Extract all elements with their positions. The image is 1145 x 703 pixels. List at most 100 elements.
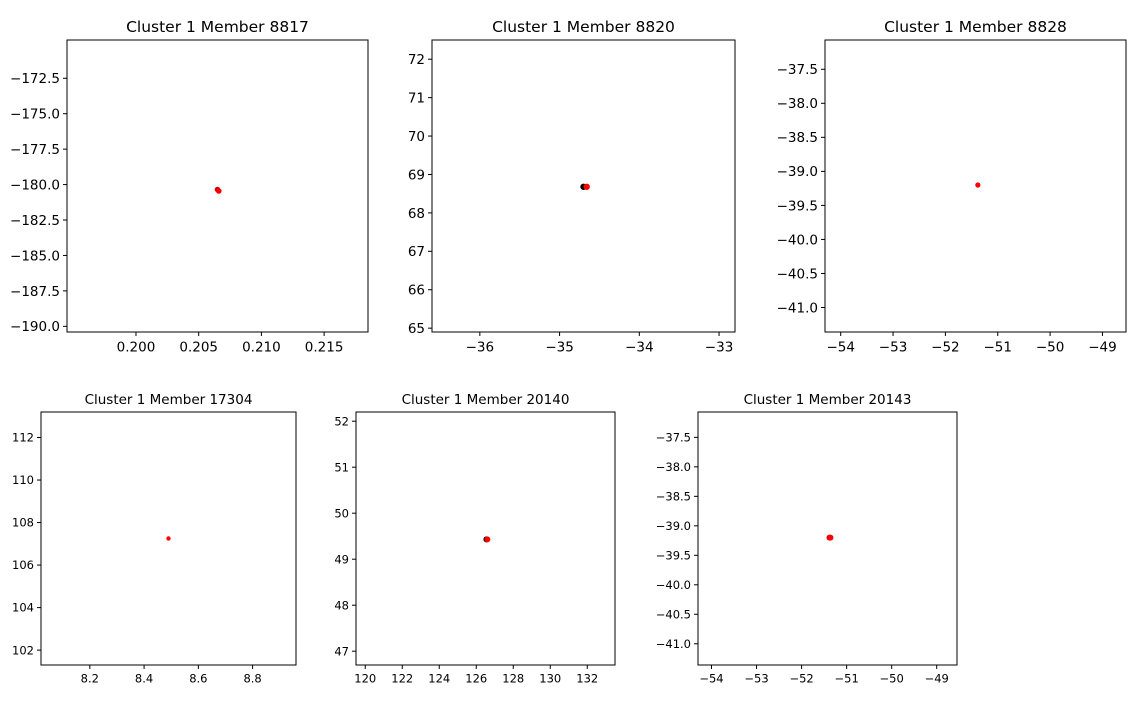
y-tick-label: −39.5 bbox=[777, 198, 818, 214]
x-tick-label: −54 bbox=[826, 340, 855, 356]
x-tick-label: 128 bbox=[502, 672, 524, 686]
y-tick-label: 47 bbox=[334, 644, 349, 658]
y-tick-label: 108 bbox=[12, 516, 34, 530]
x-tick-label: 8.2 bbox=[81, 672, 99, 686]
y-tick-label: 65 bbox=[408, 321, 425, 337]
data-point bbox=[484, 536, 491, 543]
y-tick-label: 50 bbox=[334, 506, 349, 520]
data-point bbox=[215, 188, 222, 194]
y-tick-label: −175.0 bbox=[10, 107, 60, 123]
x-tick-label: 124 bbox=[428, 672, 450, 686]
y-tick-label: 70 bbox=[408, 129, 425, 145]
x-tick-label: −52 bbox=[931, 340, 960, 356]
y-tick-label: −38.0 bbox=[777, 96, 818, 112]
subplot-1: Cluster 1 Member 8817 0.200 0.205 0.210 0.21… bbox=[10, 18, 369, 356]
x-tick-label: 122 bbox=[391, 672, 413, 686]
y-tick-label: −39.0 bbox=[777, 164, 818, 180]
x-tick-label: −51 bbox=[835, 672, 859, 686]
y-tick-label: 68 bbox=[408, 206, 425, 222]
axes-frame bbox=[431, 39, 736, 333]
y-tick-label: 48 bbox=[334, 598, 349, 612]
data-point bbox=[827, 534, 834, 541]
subplot-title: Cluster 1 Member 20143 bbox=[744, 392, 912, 408]
subplot-5: Cluster 1 Member 20140 120 122 124 126 128 130… bbox=[334, 392, 616, 686]
x-tick-label: 8.4 bbox=[135, 672, 153, 686]
subplot-6: Cluster 1 Member 20143 −54 −53 −52 −51 −50 −49… bbox=[656, 392, 958, 686]
y-tick-label: −187.5 bbox=[10, 284, 60, 300]
y-tick-label: 66 bbox=[408, 283, 425, 299]
y-tick-label: 72 bbox=[408, 52, 425, 68]
y-tick-label: −177.5 bbox=[10, 142, 60, 158]
subplot-title: Cluster 1 Member 8817 bbox=[126, 18, 309, 36]
y-tick-label: 106 bbox=[12, 558, 34, 572]
y-tick-label: −38.5 bbox=[656, 489, 691, 503]
x-tick-label: 0.210 bbox=[242, 340, 281, 356]
subplot-title: Cluster 1 Member 17304 bbox=[85, 392, 253, 408]
x-tick-label: 130 bbox=[539, 672, 561, 686]
y-tick-label: 112 bbox=[12, 431, 34, 445]
y-tick-label: −38.5 bbox=[777, 130, 818, 146]
axes-frame bbox=[824, 39, 1127, 333]
y-tick-label: −40.0 bbox=[777, 232, 818, 248]
y-tick-label: 52 bbox=[334, 414, 349, 428]
axes-frame bbox=[697, 411, 958, 666]
x-tick-label: −34 bbox=[625, 340, 654, 356]
y-tick-label: −39.5 bbox=[656, 548, 691, 562]
data-point bbox=[166, 536, 171, 541]
x-tick-label: −50 bbox=[880, 672, 904, 686]
y-tick-label: 104 bbox=[12, 601, 34, 615]
y-tick-label: 67 bbox=[408, 244, 425, 260]
axes-frame bbox=[355, 411, 616, 666]
subplot-title: Cluster 1 Member 8828 bbox=[884, 18, 1067, 36]
x-tick-label: 0.205 bbox=[179, 340, 218, 356]
x-tick-label: −49 bbox=[925, 672, 949, 686]
x-tick-label: −35 bbox=[545, 340, 574, 356]
y-tick-label: 49 bbox=[334, 552, 349, 566]
axes-frame bbox=[66, 39, 369, 333]
x-tick-label: −49 bbox=[1088, 340, 1117, 356]
y-tick-label: −41.0 bbox=[656, 637, 691, 651]
y-tick-label: −37.5 bbox=[656, 430, 691, 444]
x-tick-label: −36 bbox=[466, 340, 495, 356]
y-tick-label: 110 bbox=[12, 473, 34, 487]
y-tick-label: −190.0 bbox=[10, 319, 60, 335]
x-tick-label: 8.8 bbox=[243, 672, 261, 686]
x-tick-label: 132 bbox=[576, 672, 598, 686]
axes-frame bbox=[40, 411, 297, 666]
y-tick-label: −37.5 bbox=[777, 62, 818, 78]
y-tick-label: 51 bbox=[334, 460, 349, 474]
y-tick-label: 102 bbox=[12, 643, 34, 657]
x-tick-label: 0.200 bbox=[117, 340, 156, 356]
x-tick-label: −51 bbox=[983, 340, 1012, 356]
subplot-2: Cluster 1 Member 8820 −36 −35 −34 −33 65 66 67 6… bbox=[408, 18, 736, 356]
x-tick-label: 8.6 bbox=[189, 672, 207, 686]
x-tick-label: 126 bbox=[465, 672, 487, 686]
y-tick-label: −41.0 bbox=[777, 300, 818, 316]
subplot-3: Cluster 1 Member 8828 −54 −53 −52 −51 −50 −49 −… bbox=[777, 18, 1127, 356]
y-tick-label: −180.0 bbox=[10, 177, 60, 193]
data-point bbox=[975, 182, 981, 188]
y-tick-label: 69 bbox=[408, 167, 425, 183]
subplot-title: Cluster 1 Member 8820 bbox=[492, 18, 675, 36]
y-tick-label: 71 bbox=[408, 90, 425, 106]
x-tick-label: −53 bbox=[744, 672, 768, 686]
x-tick-label: −53 bbox=[879, 340, 908, 356]
subplot-title: Cluster 1 Member 20140 bbox=[402, 392, 570, 408]
x-tick-label: −54 bbox=[699, 672, 723, 686]
x-tick-label: −50 bbox=[1036, 340, 1065, 356]
x-tick-label: −33 bbox=[705, 340, 734, 356]
x-tick-label: −52 bbox=[789, 672, 813, 686]
x-tick-label: 0.215 bbox=[305, 340, 344, 356]
y-tick-label: −172.5 bbox=[10, 71, 60, 87]
y-tick-label: −40.5 bbox=[656, 607, 691, 621]
data-point bbox=[583, 183, 590, 190]
y-tick-label: −40.0 bbox=[656, 578, 691, 592]
subplot-4: Cluster 1 Member 17304 8.2 8.4 8.6 8.8 102 104… bbox=[12, 392, 297, 686]
y-tick-label: −185.0 bbox=[10, 248, 60, 264]
y-tick-label: −39.0 bbox=[656, 519, 691, 533]
y-tick-label: −38.0 bbox=[656, 460, 691, 474]
y-tick-label: −182.5 bbox=[10, 213, 60, 229]
y-tick-label: −40.5 bbox=[777, 266, 818, 282]
x-tick-label: 120 bbox=[354, 672, 376, 686]
